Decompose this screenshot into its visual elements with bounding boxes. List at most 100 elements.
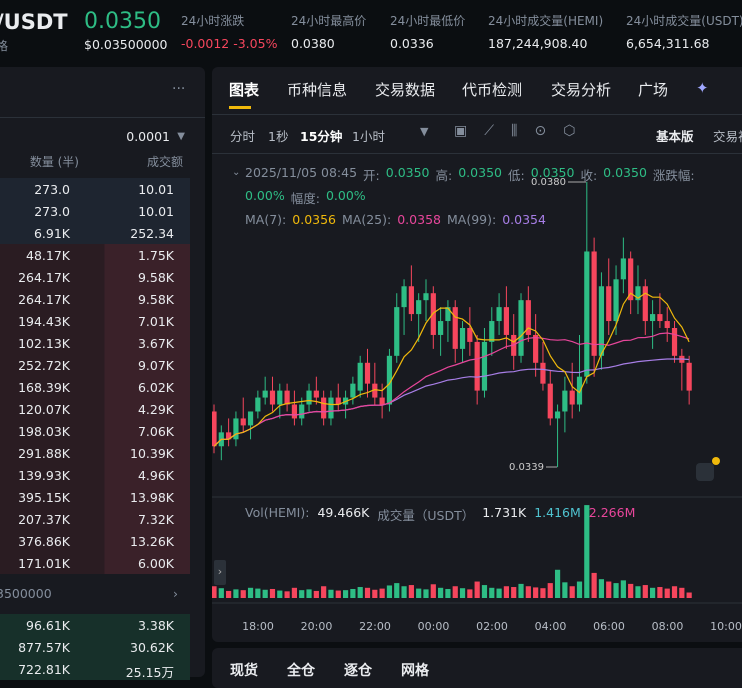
volume-bar (540, 588, 546, 598)
ask-total: 6.00K (137, 556, 174, 571)
volume-bar (423, 589, 429, 598)
volume-bar (459, 588, 466, 598)
candle-body (247, 411, 254, 426)
view[interactable]: 交易视图 (713, 129, 742, 144)
mid-value: 3500000 (0, 586, 52, 601)
field-label: 低: (507, 168, 525, 183)
candle-body (591, 251, 597, 356)
volume-bar (335, 590, 341, 598)
interval[interactable]: 1秒 (268, 129, 289, 144)
stat-value: 187,244,908.40 (488, 36, 588, 51)
stat-label: 24小时成交量(HEMI) (488, 14, 604, 28)
candle-body (277, 390, 283, 405)
ai-icon[interactable]: ✦ (696, 79, 709, 97)
chart-tab[interactable]: 币种信息 (287, 81, 348, 99)
x-tick-label: 08:00 (652, 620, 684, 633)
bid-total: 3.38K (137, 618, 174, 633)
candle-body (255, 397, 261, 412)
ask-amount: 139.93K (18, 468, 70, 483)
more[interactable]: ··· (172, 81, 186, 97)
ask-row: 264.17K 9.58K (0, 288, 190, 310)
scroll-btn[interactable] (214, 560, 226, 585)
ask-amount: 102.13K (18, 336, 70, 351)
chart-tab[interactable]: 代币检测 (462, 81, 523, 99)
x-tick-label: 00:00 (418, 620, 450, 633)
ma-info: MA(7): 0.0356 MA(25): 0.0358 MA(99): 0.0354 (245, 212, 546, 227)
candle-body (416, 300, 422, 315)
ohlc-info: 2025/11/05 08:45 开: 0.0350 高: 0.0350 低: 0.0350… (245, 165, 725, 207)
candle-body (357, 362, 363, 391)
x-tick-label: 20:00 (301, 620, 333, 633)
precision-arrow[interactable]: ▼ (177, 131, 185, 142)
price-usd: $0.03500000 (84, 37, 168, 52)
volume-bar (364, 587, 371, 598)
candle-body (401, 286, 407, 308)
candle-body (613, 279, 619, 322)
volume-bar (547, 583, 553, 598)
candle-body (635, 286, 641, 301)
volume-bar (642, 585, 648, 598)
collapse[interactable]: ⌄ (232, 167, 241, 178)
interval[interactable]: 1小时 (352, 129, 385, 144)
bid-total: 25.15万 (125, 665, 174, 680)
candle-body (671, 328, 678, 356)
mode[interactable]: 基本版 (656, 129, 694, 144)
candle-body (525, 300, 531, 335)
candle-body (576, 376, 583, 405)
precision[interactable]: 0.0001 (126, 129, 170, 144)
time: 2025/11/05 08:45 (245, 165, 358, 180)
x-tick-label: 02:00 (476, 620, 508, 633)
chart-tab[interactable]: 交易数据 (375, 81, 436, 99)
vol-value2: 1.731K (482, 505, 527, 520)
ask-amount: 395.15K (18, 490, 70, 505)
ask-total: 7.06K (137, 424, 174, 439)
bottom-tab: 网格 (401, 663, 429, 679)
volume-bar (408, 585, 414, 598)
volume-bar (313, 590, 319, 598)
candle-body (474, 341, 480, 391)
tool-icons[interactable]: ▣⟋⫼⊙⬡ (454, 123, 593, 139)
scroll-icon[interactable]: › (218, 565, 222, 578)
field-label: 收: (580, 168, 598, 183)
candle-body (372, 383, 378, 398)
stat-label: 24小时最高价 (291, 14, 367, 28)
trade-panel: 现货 全仓 逐仓 网格 (212, 648, 742, 688)
candle-body (284, 390, 290, 405)
x-tick-label: 04:00 (535, 620, 567, 633)
vol-ma1: 1.416M (534, 505, 581, 520)
interval[interactable]: 15分钟 (300, 129, 343, 144)
ask-amount: 291.88K (18, 446, 70, 461)
volume-bar (372, 589, 378, 598)
chart-tab[interactable]: 广场 (638, 81, 669, 99)
volume-bar (328, 589, 334, 598)
stat-value: 0.0336 (390, 36, 434, 51)
ma-line (213, 332, 690, 447)
divider (212, 114, 742, 115)
candle-body (438, 321, 444, 335)
ask-row: 120.07K 4.29K (0, 398, 190, 420)
candle-body (379, 397, 385, 405)
stat-value: 6,654,311.68 (626, 36, 710, 51)
ask-row: 273.0 10.01 (0, 178, 190, 200)
ask-row: 171.01K 6.00K (0, 552, 190, 574)
interval[interactable]: 分时 (230, 129, 256, 144)
volume-bar (438, 587, 444, 598)
ask-total: 10.01 (138, 182, 174, 197)
candle-body (233, 418, 239, 440)
volume-bar (518, 583, 524, 598)
alert-icon[interactable] (696, 463, 714, 481)
candle-body (445, 307, 451, 322)
volume-bar (679, 587, 685, 598)
chart-tab[interactable]: 交易分析 (551, 81, 612, 99)
ask-row: 198.03K 7.06K (0, 420, 190, 442)
candle-body (664, 321, 670, 328)
dropdown[interactable]: ▼ (420, 125, 429, 138)
candle-body (540, 362, 546, 384)
volume-bar (321, 586, 327, 598)
candle-body (306, 390, 312, 405)
volume-bar (489, 587, 495, 598)
volume-bar (430, 584, 436, 598)
volume-bar (467, 589, 473, 598)
chart-tab[interactable]: 图表 (229, 81, 260, 99)
vol-ma2: 2.266M (588, 505, 636, 520)
